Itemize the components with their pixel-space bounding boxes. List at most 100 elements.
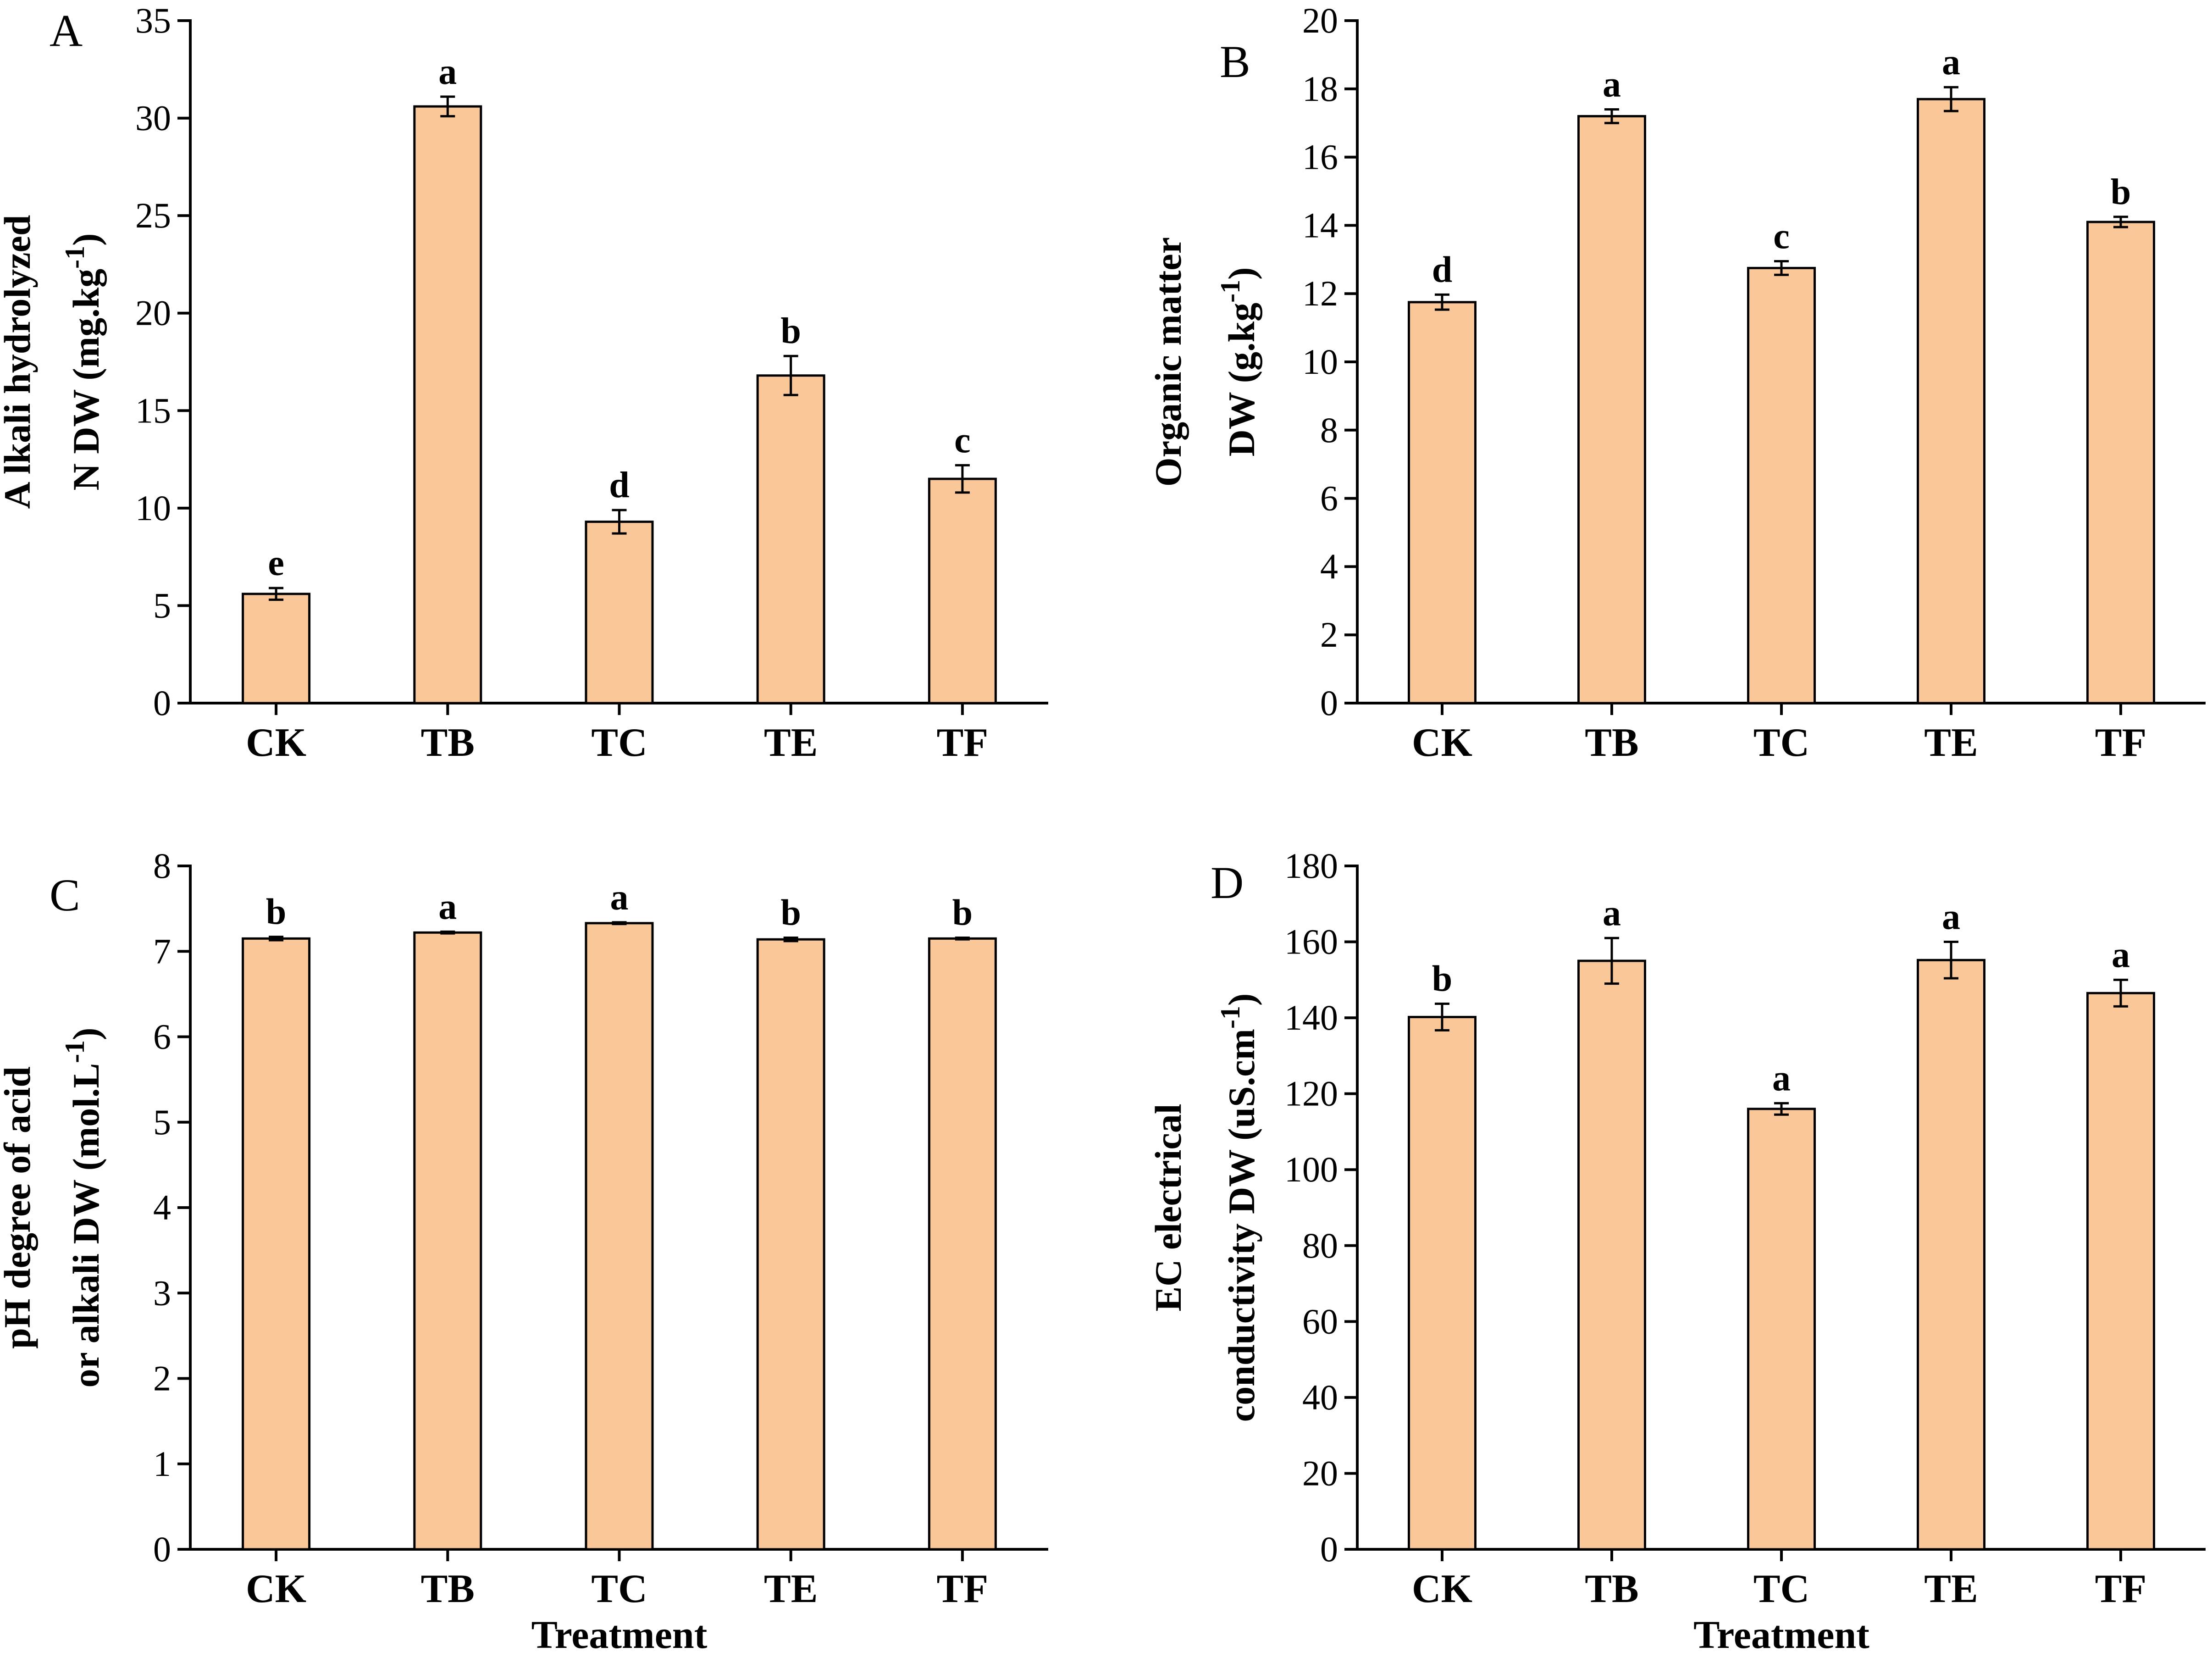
significance-label: a — [1772, 1058, 1791, 1098]
bar-tc — [1747, 266, 1816, 704]
y-axis-title-close: ) — [1221, 993, 1262, 1006]
category-label: CK — [246, 1567, 306, 1611]
y-tick-label: 10 — [135, 488, 171, 528]
bar-te — [1917, 959, 1985, 1551]
category-label: TB — [1585, 1567, 1638, 1611]
y-tick-label: 4 — [1320, 546, 1338, 586]
bar-te — [756, 374, 825, 704]
y-axis-title-close: ) — [65, 1028, 107, 1040]
category-label: TF — [937, 721, 988, 765]
significance-label: a — [1603, 64, 1621, 105]
significance-label: a — [1942, 42, 1960, 83]
panel-b: 0 2 4 6 8 10 12 14 16 18 20 d CK a TB c TC a TE b TF B Organic… — [1147, 0, 2206, 765]
significance-label: b — [1432, 959, 1453, 999]
x-axis-title: Treatment — [1693, 1613, 1869, 1657]
y-tick-label: 2 — [153, 1359, 171, 1398]
y-tick-label: 0 — [1320, 683, 1338, 723]
significance-label: a — [438, 52, 457, 92]
y-axis-title-line2: N DW (mg.kg-1) — [60, 233, 107, 491]
y-tick-label: 8 — [1320, 410, 1338, 450]
significance-label: c — [954, 420, 971, 460]
category-label: TF — [937, 1567, 988, 1611]
y-tick-label: 14 — [1302, 205, 1338, 245]
y-tick-label: 0 — [1320, 1529, 1338, 1569]
significance-label: b — [266, 892, 287, 932]
y-tick-label: 1 — [153, 1444, 171, 1484]
bar-tf — [928, 477, 997, 704]
category-label: CK — [1412, 721, 1472, 765]
y-tick-label: 7 — [153, 931, 171, 971]
significance-label: a — [2112, 935, 2130, 975]
y-tick-label: 4 — [153, 1187, 171, 1227]
y-axis-title-superscript: -1 — [60, 246, 90, 269]
bar-tf — [2086, 221, 2155, 704]
bar-tf — [2086, 992, 2155, 1551]
y-tick-label: 5 — [153, 1102, 171, 1142]
y-tick-label: 12 — [1302, 273, 1338, 313]
bar-tc — [1747, 1108, 1816, 1551]
category-label: TB — [1585, 721, 1638, 765]
significance-label: c — [1773, 216, 1790, 257]
significance-label: d — [609, 465, 630, 505]
y-axis-title-close: ) — [65, 233, 107, 246]
category-label: TF — [2095, 721, 2146, 765]
bar-ck — [242, 593, 311, 704]
bar-te — [756, 938, 825, 1551]
y-tick-label: 180 — [1284, 846, 1338, 886]
y-tick-label: 35 — [135, 0, 171, 40]
y-axis-title-line2: or alkali DW (mol.L-1) — [60, 1028, 107, 1388]
panel-letter: C — [50, 870, 80, 920]
y-tick-label: 8 — [153, 846, 171, 886]
y-tick-label: 6 — [1320, 478, 1338, 518]
y-tick-label: 16 — [1302, 137, 1338, 177]
category-label: CK — [246, 721, 306, 765]
y-tick-label: 0 — [153, 1529, 171, 1569]
x-axis-title: Treatment — [531, 1613, 708, 1657]
y-tick-label: 5 — [153, 585, 171, 625]
significance-label: a — [1603, 893, 1621, 933]
y-tick-label: 2 — [1320, 615, 1338, 654]
panel-letter: A — [50, 5, 83, 56]
category-label: TC — [591, 1567, 647, 1611]
y-tick-label: 80 — [1302, 1225, 1338, 1265]
y-tick-label: 15 — [135, 390, 171, 430]
bar-ck — [242, 937, 311, 1551]
y-tick-label: 30 — [135, 98, 171, 138]
category-label: TE — [1924, 1567, 1978, 1611]
y-axis-title-text: conductivity DW (uS.cm — [1221, 1029, 1262, 1422]
y-tick-label: 160 — [1284, 922, 1338, 962]
y-axis-title-text: N DW (mg.kg — [65, 269, 107, 491]
panel-letter: B — [1220, 36, 1250, 87]
bar-ck — [1408, 301, 1477, 704]
y-tick-label: 18 — [1302, 69, 1338, 109]
panel-c: 0 1 2 3 4 5 6 7 8 b CK a TB a TC b TE b TF CpH degree of ac… — [0, 846, 1048, 1657]
y-axis-title-line1: pH degree of acid — [0, 1066, 38, 1349]
y-axis-title-text: or alkali DW (mol.L — [65, 1063, 107, 1388]
bar-tb — [413, 105, 482, 704]
category-label: TB — [421, 721, 475, 765]
bar-ck — [1408, 1015, 1477, 1551]
significance-label: b — [780, 311, 801, 351]
bar-tf — [928, 937, 997, 1551]
significance-label: b — [780, 893, 801, 933]
significance-label: b — [2111, 172, 2131, 212]
y-tick-label: 140 — [1284, 998, 1338, 1037]
y-tick-label: 20 — [135, 293, 171, 333]
y-tick-label: 120 — [1284, 1074, 1338, 1114]
y-axis-title-text: DW (g.kg — [1221, 303, 1262, 457]
panel-letter: D — [1211, 857, 1244, 908]
y-tick-label: 20 — [1302, 0, 1338, 40]
significance-label: e — [268, 543, 284, 583]
significance-label: a — [1942, 897, 1960, 937]
panel-d: 0 20 40 60 80 100 120 140 160 180 b CK a TB a TC a TE a TF D… — [1147, 846, 2206, 1657]
significance-label: a — [438, 887, 457, 927]
y-axis-title-close: ) — [1221, 267, 1262, 280]
bar-tc — [585, 922, 654, 1551]
y-axis-title-superscript: -1 — [1215, 1006, 1245, 1029]
panel-a: 0 5 10 15 20 25 30 35 e CK a TB d TC b TE c TF A A lkali hy… — [0, 0, 1048, 765]
category-label: TE — [764, 721, 818, 765]
y-axis-title-line1: A lkali hydrolyzed — [0, 215, 38, 509]
significance-label: a — [610, 877, 629, 918]
y-axis-title-superscript: -1 — [1215, 280, 1245, 303]
